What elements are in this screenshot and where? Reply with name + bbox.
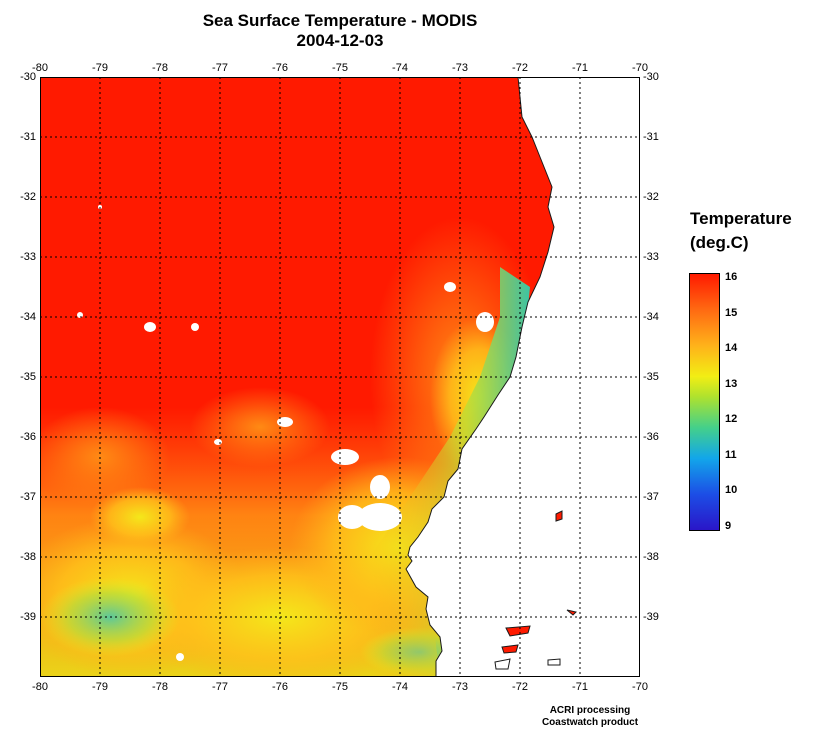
right-lat-tick: -31 xyxy=(643,131,659,143)
right-lat-tick: -34 xyxy=(643,311,659,323)
colorbar-tick-label: 14 xyxy=(725,342,738,355)
bottom-lon-tick: -72 xyxy=(512,681,528,693)
left-lat-tick: -37 xyxy=(20,491,36,503)
bottom-lon-tick: -79 xyxy=(92,681,108,693)
bottom-lon-tick: -70 xyxy=(632,681,648,693)
cloud-gaps xyxy=(77,205,494,661)
top-lon-tick: -70 xyxy=(632,62,648,74)
top-lon-tick: -75 xyxy=(332,62,348,74)
bottom-lon-tick: -74 xyxy=(392,681,408,693)
map-frame xyxy=(40,77,640,677)
left-lat-tick: -30 xyxy=(20,71,36,83)
date-subtitle: 2004-12-03 xyxy=(296,31,384,50)
right-lat-tick: -35 xyxy=(643,371,659,383)
right-lat-tick: -32 xyxy=(643,191,659,203)
graticule xyxy=(40,77,640,677)
left-lat-tick: -36 xyxy=(20,431,36,443)
top-lon-tick: -77 xyxy=(212,62,228,74)
right-lat-tick: -39 xyxy=(643,611,659,623)
left-lat-tick: -31 xyxy=(20,131,36,143)
island-4 xyxy=(566,609,577,616)
right-lat-tick: -30 xyxy=(643,71,659,83)
southwest-yellow-patch xyxy=(90,487,190,547)
top-lon-tick: -76 xyxy=(272,62,288,74)
title: Sea Surface Temperature - MODIS xyxy=(202,11,478,30)
bottom-lon-tick: -78 xyxy=(152,681,168,693)
island-3 xyxy=(555,510,563,522)
bottom-lon-tick: -76 xyxy=(272,681,288,693)
land-chile xyxy=(405,77,640,677)
bottom-lon-tick: -71 xyxy=(572,681,588,693)
west-orange-patch xyxy=(40,407,170,507)
island-5 xyxy=(494,658,511,670)
top-lon-tick: -74 xyxy=(392,62,408,74)
left-lat-tick: -33 xyxy=(20,251,36,263)
top-lon-tick: -79 xyxy=(92,62,108,74)
colorbar-tick-label: 10 xyxy=(725,484,738,497)
colorbar-tick-label: 9 xyxy=(725,520,732,532)
mid-orange-patch xyxy=(190,387,330,467)
legend-title-line2: (deg.C) xyxy=(690,233,749,252)
bottom-lon-tick: -77 xyxy=(212,681,228,693)
island-1 xyxy=(505,625,531,637)
island-2 xyxy=(501,644,519,654)
colorbar-tick-label: 16 xyxy=(725,271,738,283)
left-lat-tick: -35 xyxy=(20,371,36,383)
right-lat-tick: -37 xyxy=(643,491,659,503)
left-lat-tick: -39 xyxy=(20,611,36,623)
right-lat-tick: -38 xyxy=(643,551,659,563)
credit-product: Coastwatch product xyxy=(541,717,639,728)
sst-map xyxy=(40,77,640,677)
top-lon-tick: -80 xyxy=(32,62,48,74)
top-lon-tick: -71 xyxy=(572,62,588,74)
bottom-lon-tick: -73 xyxy=(452,681,468,693)
top-lon-tick: -73 xyxy=(452,62,468,74)
bottom-lon-tick: -80 xyxy=(32,681,48,693)
colorbar-tick-label: 12 xyxy=(725,413,738,426)
left-lat-tick: -34 xyxy=(20,311,36,323)
credit-processing: ACRI processing xyxy=(549,705,631,716)
bottom-lon-tick: -75 xyxy=(332,681,348,693)
top-lon-tick: -72 xyxy=(512,62,528,74)
top-lon-tick: -78 xyxy=(152,62,168,74)
legend-title-line1: Temperature xyxy=(690,209,792,228)
colorbar-tick-label: 15 xyxy=(725,306,738,319)
left-lat-tick: -32 xyxy=(20,191,36,203)
right-lat-tick: -36 xyxy=(643,431,659,443)
colorbar-tick-label: 13 xyxy=(725,377,738,390)
temperature-colorbar xyxy=(689,273,720,531)
right-lat-tick: -33 xyxy=(643,251,659,263)
colorbar-tick-label: 11 xyxy=(725,448,737,461)
left-lat-tick: -38 xyxy=(20,551,36,563)
island-6 xyxy=(547,658,561,666)
